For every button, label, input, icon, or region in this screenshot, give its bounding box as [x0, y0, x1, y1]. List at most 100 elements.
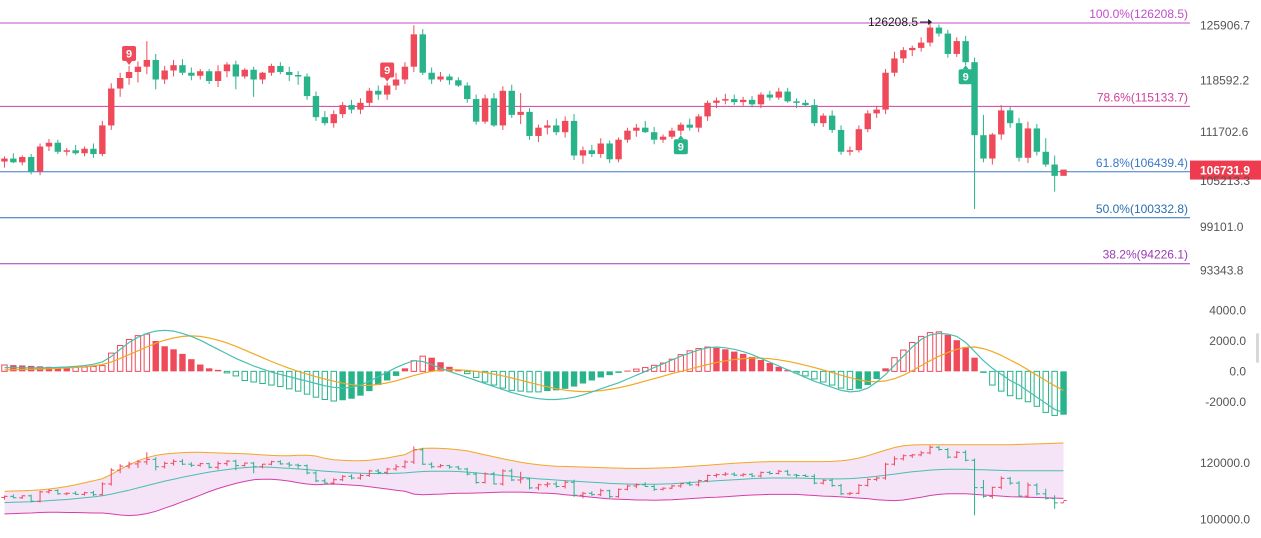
candle-body — [428, 72, 435, 80]
bollinger-axis-tick: 120000.0 — [1200, 456, 1250, 470]
candle-body — [757, 94, 765, 105]
macd-histogram-bar — [659, 362, 667, 372]
macd-histogram-bar — [971, 357, 978, 372]
macd-histogram-bar — [748, 356, 756, 372]
candle-body — [1006, 110, 1014, 124]
candle-body — [615, 139, 622, 160]
macd-histogram-bar — [980, 371, 987, 373]
macd-histogram-bar — [837, 370, 845, 389]
macd-histogram-bar — [909, 341, 916, 372]
bollinger-axis-tick: 100000.0 — [1200, 513, 1250, 527]
candle-body — [659, 136, 667, 140]
macd-histogram-bar — [143, 333, 151, 372]
candle-body — [1, 158, 8, 162]
macd-histogram-bar — [197, 364, 204, 372]
candle-body — [481, 98, 489, 122]
candle-body — [472, 99, 480, 122]
scrollbar-thumb — [1256, 333, 1259, 363]
macd-histogram-bar — [259, 370, 266, 385]
macd-axis-tick: 0.0 — [1229, 364, 1246, 378]
macd-histogram-bar — [935, 331, 943, 372]
candle-body — [811, 105, 818, 124]
macd-histogram-bar — [615, 371, 622, 373]
candle-body — [161, 70, 168, 80]
candle-body — [668, 130, 676, 137]
macd-histogram-bar — [1060, 371, 1067, 415]
candle-body — [944, 33, 952, 54]
macd-histogram-bar — [775, 366, 782, 372]
candle-body — [259, 72, 266, 80]
macd-histogram-bar — [820, 370, 827, 383]
candle-body — [980, 135, 987, 159]
macd-histogram-bar — [989, 370, 996, 386]
price-axis-tick: 99101.0 — [1200, 220, 1244, 234]
candle-body — [81, 148, 88, 154]
candle-body — [232, 64, 240, 77]
macd-histogram-bar — [63, 367, 70, 372]
macd-histogram-bar — [588, 371, 596, 381]
bollinger-middle-line — [4, 466, 1064, 504]
high-price-arrowhead — [928, 18, 933, 25]
macd-histogram-bar — [232, 370, 240, 377]
macd-histogram-bar — [90, 365, 97, 372]
candle-body — [971, 62, 978, 136]
td-marker-label: 9 — [678, 142, 684, 154]
candle-body — [90, 148, 97, 155]
macd-histogram-bar — [561, 371, 569, 389]
macd-histogram-bar — [401, 368, 409, 372]
macd-histogram-bar — [757, 359, 765, 372]
candle-body — [36, 146, 44, 172]
candle-body — [339, 105, 346, 115]
bollinger-pane — [1, 442, 1067, 517]
candle-body — [197, 71, 204, 76]
td-marker-pointer — [384, 77, 391, 82]
td-marker-pointer — [962, 65, 969, 70]
candle-body — [962, 41, 969, 63]
candle-body — [837, 129, 845, 152]
candle-body — [499, 90, 507, 126]
fib-label: 38.2%(94226.1) — [1103, 248, 1188, 262]
candle-body — [579, 150, 587, 156]
candle-body — [366, 90, 373, 103]
price-axis-tick: 93343.8 — [1200, 263, 1244, 277]
macd-histogram-bar — [437, 362, 444, 372]
candle-body — [241, 69, 248, 77]
macd-histogram-bar — [917, 335, 925, 372]
macd-histogram-bar — [214, 369, 222, 372]
macd-line — [4, 329, 1064, 413]
candle-body — [846, 150, 854, 152]
candle-body — [464, 85, 471, 100]
price-axis-tick: 118592.2 — [1200, 73, 1249, 87]
bollinger-upper-line — [4, 442, 1064, 492]
macd-histogram-bar — [472, 370, 480, 378]
macd-histogram-bar — [419, 355, 426, 372]
candle-body — [731, 99, 738, 103]
bollinger-lower-line — [4, 478, 1064, 517]
candle-body — [624, 130, 631, 140]
macd-histogram-bar — [1024, 370, 1032, 403]
candle-body — [223, 64, 231, 72]
macd-histogram-bar — [811, 370, 818, 380]
candle-body — [909, 47, 916, 51]
macd-histogram-bar — [27, 365, 35, 372]
high-price-label: 126208.5 — [868, 15, 918, 29]
macd-histogram-bar — [668, 358, 676, 372]
macd-histogram-bar — [579, 371, 587, 384]
candle-body — [152, 59, 159, 80]
macd-histogram-bar — [392, 371, 400, 376]
candle-body — [535, 127, 542, 136]
macd-histogram-bar — [481, 370, 489, 383]
candle-body — [1051, 164, 1058, 176]
macd-histogram-bar — [597, 371, 604, 378]
candle-body — [294, 74, 302, 77]
candle-body — [1015, 123, 1023, 158]
candle-body — [793, 101, 800, 103]
macd-histogram-bar — [134, 335, 142, 372]
macd-histogram-bar — [926, 332, 934, 372]
td-marker-label: 9 — [963, 72, 969, 84]
candle-body — [330, 114, 337, 124]
candle-body — [802, 102, 809, 106]
candle-body — [1024, 128, 1032, 158]
last-price-tag — [1190, 160, 1261, 180]
td-marker-label: 9 — [384, 65, 390, 77]
